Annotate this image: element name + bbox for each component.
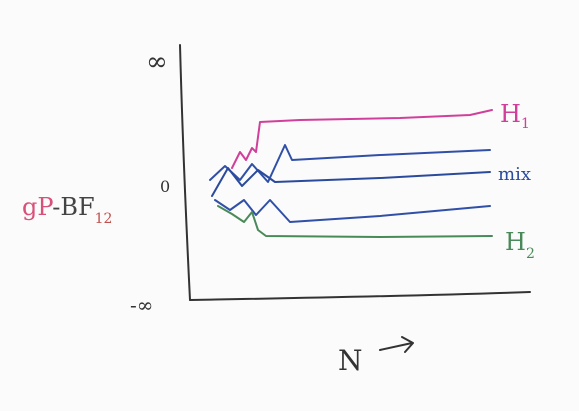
label-h1-main: H <box>500 100 521 128</box>
label-h1-sub: 1 <box>521 116 530 132</box>
y-label-main: -BF <box>52 193 94 221</box>
y-label-prefix: gP <box>22 193 53 221</box>
y-label-subscript: 12 <box>95 211 113 227</box>
label-mix: mix <box>498 164 531 185</box>
y-bottom-label: -∞ <box>130 293 153 317</box>
y-top-label: ∞ <box>146 47 168 77</box>
label-h2-sub: 2 <box>526 246 535 262</box>
label-h2-main: H <box>505 228 526 256</box>
y-zero-label: 0 <box>160 177 170 196</box>
x-axis-label: N <box>338 344 363 377</box>
sketch: ∞ 0 -∞ gP-BF12 N H1 mix H2 <box>0 0 579 411</box>
